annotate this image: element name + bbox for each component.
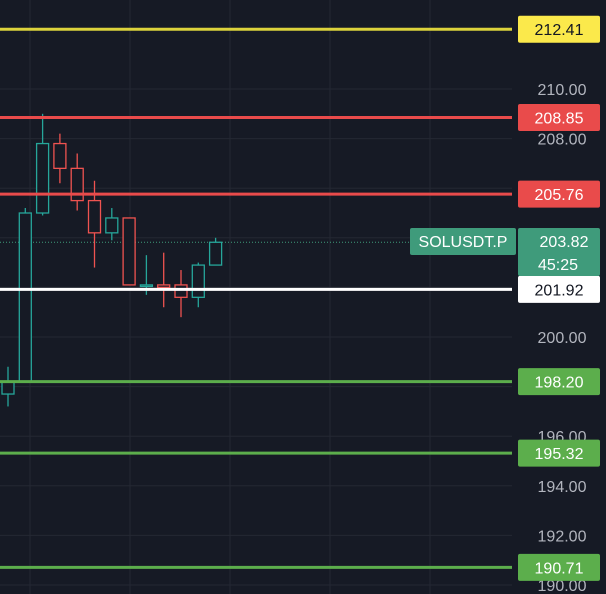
level-4[interactable]: 198.20: [0, 368, 600, 396]
last-price-marker: SOLUSDT.P 203.82 45:25: [410, 228, 600, 276]
horizontal-levels: 212.41 208.85 205.76 201.92 198.20 195.32 190.…: [0, 15, 600, 581]
level-label: 190.71: [535, 560, 584, 577]
level-tag: [518, 180, 600, 208]
level-label: 201.92: [535, 282, 584, 299]
candle-12: [208, 237, 223, 266]
candle-body: [70, 167, 84, 202]
candle-body: [105, 217, 119, 234]
candle-body: [18, 212, 32, 383]
candle-4: [70, 153, 84, 211]
level-tag: [518, 553, 600, 581]
candle-body: [1, 380, 15, 395]
candle-body: [191, 264, 205, 298]
candle-10: [174, 270, 188, 318]
candle-body: [87, 199, 102, 234]
level-tag: [518, 439, 600, 467]
candle-2: [35, 113, 50, 216]
level-1[interactable]: 208.85: [0, 104, 600, 132]
level-tag: [518, 275, 600, 303]
last-price-label: 203.82: [540, 234, 589, 251]
candle-3: [53, 133, 67, 184]
candle-0: [1, 366, 15, 407]
candle-6: [105, 208, 119, 241]
level-label: 195.32: [535, 446, 584, 463]
candle-body: [35, 142, 50, 214]
candle-7: [122, 217, 136, 286]
candle-9: [157, 252, 171, 308]
level-tag: [518, 104, 600, 132]
candle-body: [139, 284, 154, 288]
level-label: 205.76: [535, 187, 584, 204]
symbol-label: SOLUSDT.P: [419, 234, 508, 251]
candle-body: [53, 142, 67, 170]
level-2[interactable]: 205.76: [0, 180, 600, 208]
y-tick-8: 194.00: [538, 479, 587, 496]
y-tick-9: 192.00: [538, 528, 587, 545]
level-tag: [518, 368, 600, 396]
level-6[interactable]: 190.71: [0, 553, 600, 581]
level-5[interactable]: 195.32: [0, 439, 600, 467]
level-label: 198.20: [535, 375, 584, 392]
level-label: 212.41: [535, 22, 584, 39]
y-tick-0: 210.00: [538, 82, 587, 99]
grid-lines: [0, 0, 512, 594]
level-0[interactable]: 212.41: [0, 15, 600, 43]
candle-5: [87, 180, 102, 268]
candle-body: [122, 217, 136, 286]
candle-body: [208, 241, 223, 266]
level-tag: [518, 15, 600, 43]
countdown-label: 45:25: [538, 257, 578, 274]
last-price-badge: [518, 228, 600, 276]
symbol-badge: [410, 228, 516, 255]
y-tick-1: 208.00: [538, 132, 587, 149]
candlestick-series: [1, 113, 223, 407]
level-3[interactable]: 201.92: [0, 275, 600, 303]
candle-body: [157, 284, 171, 289]
candle-1: [18, 208, 32, 383]
candle-body: [174, 284, 188, 298]
candle-11: [191, 262, 205, 308]
price-axis: 210.00208.00206.00204.00202.00200.00198.…: [538, 82, 587, 594]
y-tick-10: 190.00: [538, 578, 587, 594]
level-label: 208.85: [535, 111, 584, 128]
y-tick-5: 200.00: [538, 330, 587, 347]
